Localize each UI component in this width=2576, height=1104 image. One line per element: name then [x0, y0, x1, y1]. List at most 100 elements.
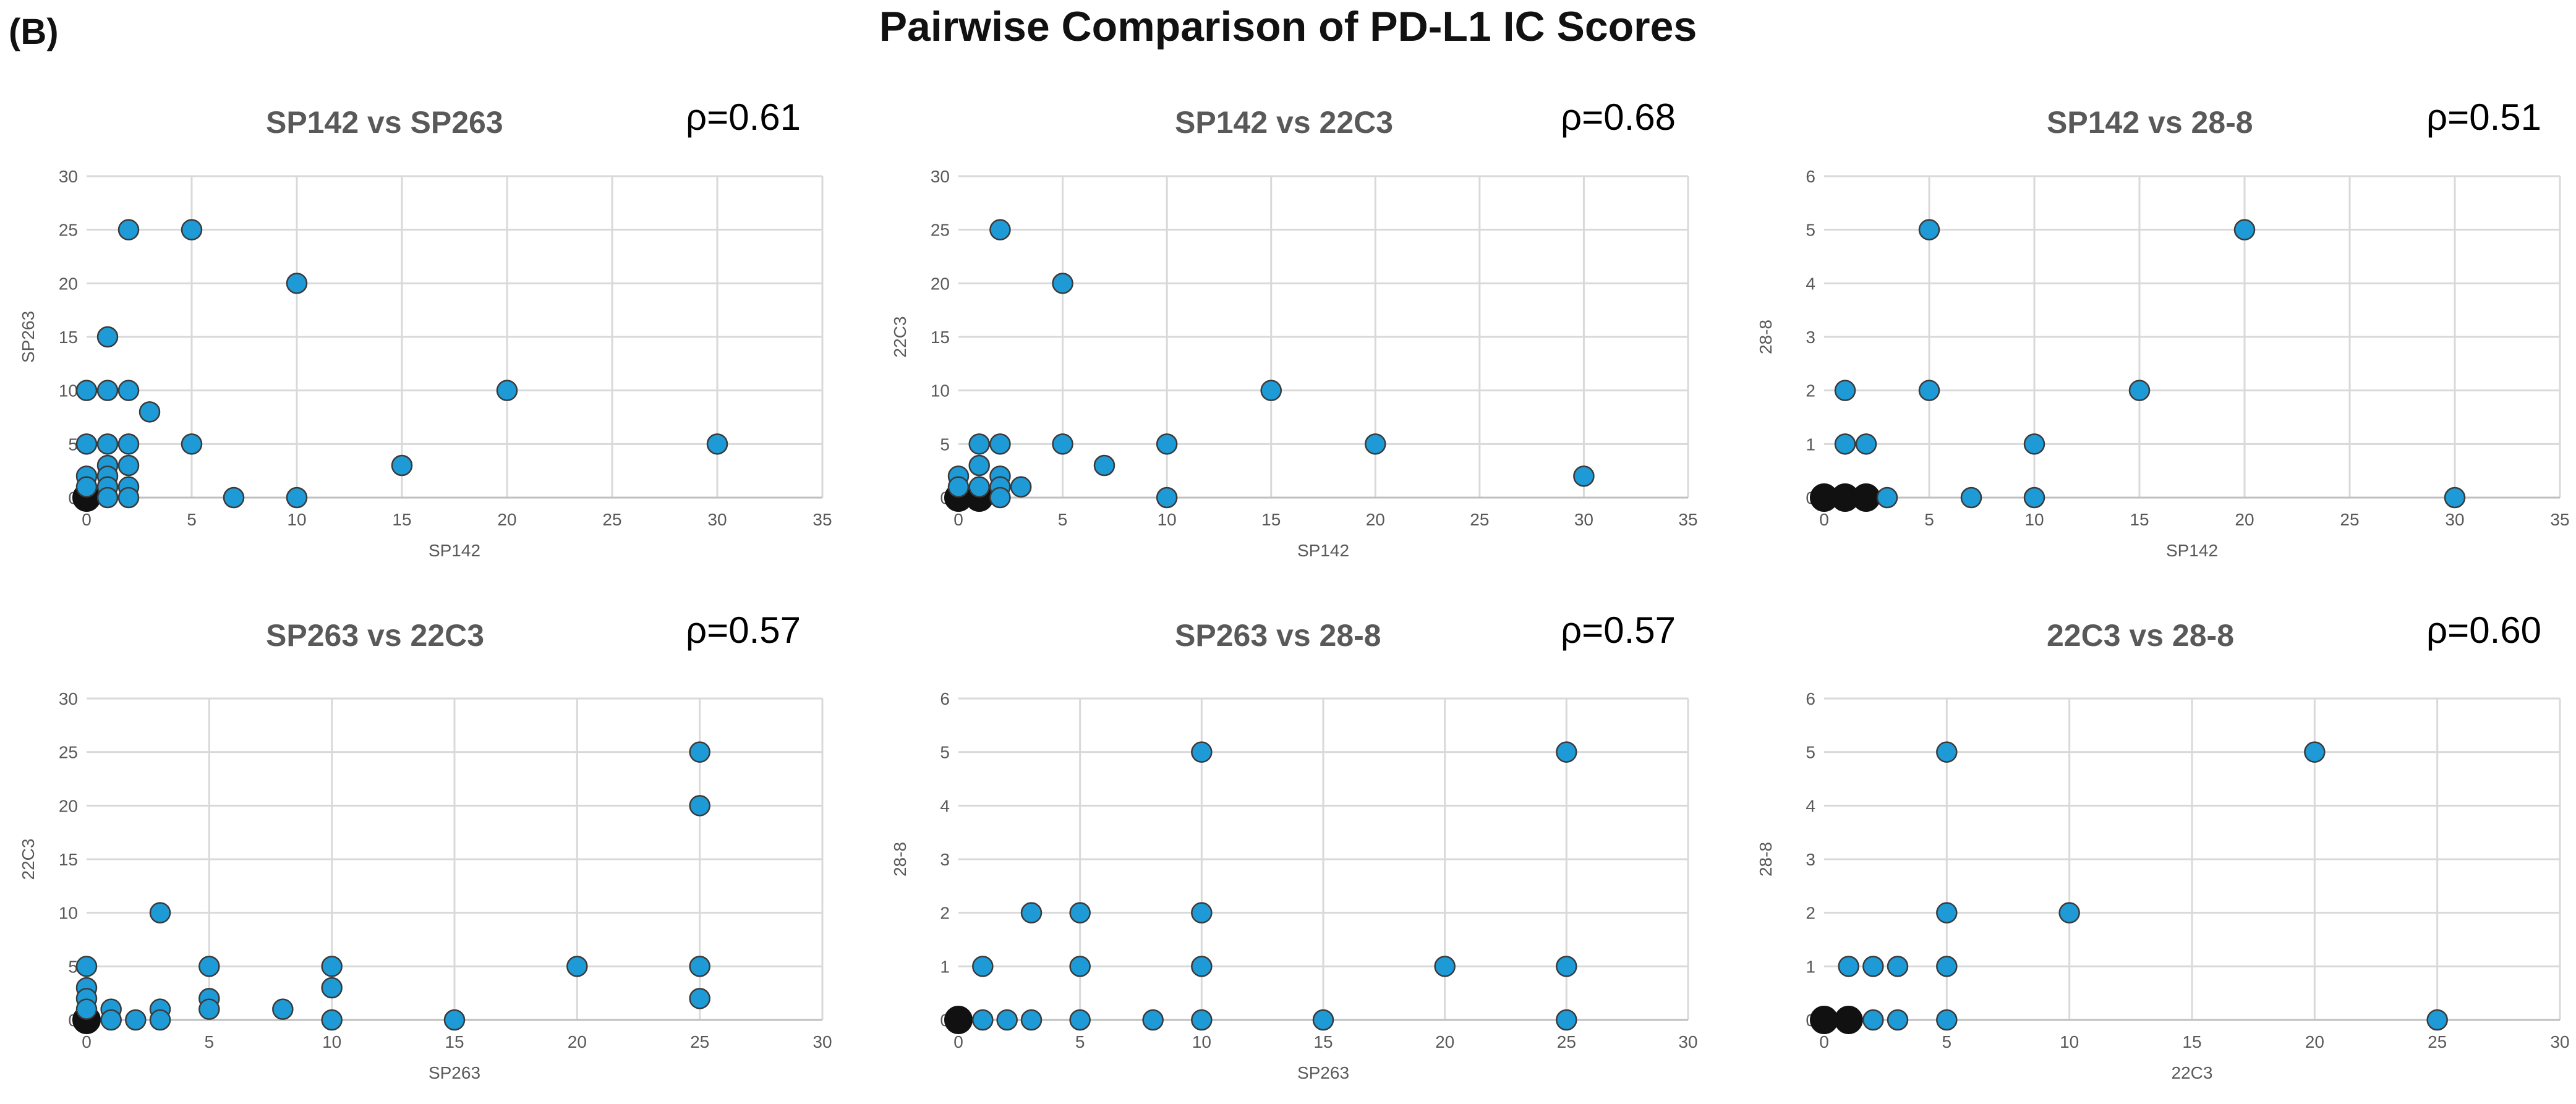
y-tick-label: 30: [931, 167, 950, 186]
data-point: [706, 433, 728, 455]
scatter-panel-4: SP263 vs 22C3ρ=0.57051015202530051015202…: [19, 609, 832, 1082]
data-point: [321, 956, 343, 977]
panel-title: 22C3 vs 28-8: [2047, 618, 2234, 653]
data-point: [117, 486, 140, 509]
data-point: [96, 326, 119, 348]
y-axis-label: 28-8: [890, 842, 910, 877]
panel-title: SP263 vs 22C3: [266, 618, 484, 653]
data-point: [96, 433, 119, 455]
y-tick-label: 20: [59, 796, 78, 815]
data-point: [1020, 1009, 1043, 1031]
data-point: [149, 1009, 171, 1031]
data-point: [1052, 273, 1073, 294]
x-tick-label: 25: [602, 510, 621, 529]
x-tick-label: 10: [2024, 510, 2044, 529]
data-point: [181, 219, 203, 240]
data-point: [117, 433, 140, 455]
data-point: [1191, 1009, 1213, 1031]
data-point: [272, 998, 294, 1020]
data-point: [1918, 380, 1940, 401]
data-point: [1834, 380, 1856, 401]
y-tick-label: 6: [1806, 167, 1815, 186]
data-point: [1312, 1009, 1334, 1031]
panel-title: SP142 vs 28-8: [2047, 105, 2253, 140]
data-point: [996, 1009, 1018, 1031]
x-tick-label: 5: [205, 1032, 215, 1051]
y-axis-label: SP263: [19, 311, 38, 363]
y-tick-label: 20: [59, 274, 78, 293]
data-point: [181, 433, 203, 455]
data-point: [391, 454, 413, 477]
data-point: [1556, 741, 1577, 763]
data-point: [689, 741, 710, 763]
data-point: [2233, 219, 2256, 240]
data-point: [125, 1009, 147, 1031]
rho-value: ρ=0.51: [2426, 96, 2541, 138]
panel-title: SP142 vs 22C3: [1175, 105, 1393, 140]
data-point: [1876, 486, 1898, 509]
y-tick-label: 30: [59, 167, 78, 186]
rho-value: ρ=0.57: [1561, 609, 1676, 651]
data-point: [1834, 433, 1856, 455]
data-point: [2444, 486, 2466, 509]
y-tick-label: 1: [1806, 957, 1815, 976]
data-point: [1069, 956, 1091, 977]
x-tick-label: 0: [953, 510, 963, 529]
x-tick-label: 5: [1075, 1032, 1085, 1051]
x-tick-label: 15: [2130, 510, 2149, 529]
x-tick-label: 5: [187, 510, 197, 529]
data-point: [1936, 902, 1958, 924]
data-point: [1191, 741, 1213, 763]
y-tick-label: 10: [59, 904, 78, 923]
scatter-panel-1: SP142 vs SP263ρ=0.6105101520253005101520…: [19, 96, 832, 560]
x-axis-label: 22C3: [2172, 1063, 2213, 1082]
data-point: [1855, 433, 1877, 455]
x-tick-label: 25: [690, 1032, 709, 1051]
x-tick-label: 0: [1819, 510, 1829, 529]
scatter-panel-3: SP142 vs 28-8ρ=0.51012345605101520253035…: [1756, 96, 2570, 560]
data-point: [947, 476, 970, 498]
data-point: [1434, 956, 1456, 977]
data-point: [1142, 1009, 1164, 1031]
data-point: [75, 433, 98, 455]
data-point: [1010, 476, 1032, 498]
data-point: [139, 401, 161, 423]
data-point: [989, 433, 1011, 455]
scatter-panel-6: 22C3 vs 28-8ρ=0.60012345605101520253022C…: [1756, 609, 2570, 1082]
y-tick-label: 25: [59, 221, 78, 240]
x-tick-label: 30: [707, 510, 727, 529]
data-point: [968, 454, 990, 477]
data-point: [100, 1009, 122, 1031]
data-point: [1936, 741, 1958, 763]
x-tick-label: 5: [1924, 510, 1934, 529]
data-point: [117, 219, 140, 240]
overlap-point: [944, 1006, 973, 1034]
data-point: [689, 795, 710, 817]
data-point: [1020, 902, 1043, 924]
y-tick-label: 5: [940, 743, 950, 762]
rho-value: ρ=0.61: [686, 96, 801, 138]
rho-value: ρ=0.57: [686, 609, 801, 651]
x-axis-label: SP142: [2166, 541, 2218, 560]
data-point: [75, 380, 98, 401]
y-tick-label: 4: [1806, 796, 1815, 815]
y-tick-label: 30: [59, 689, 78, 708]
data-point: [1887, 956, 1909, 977]
y-axis-label: 28-8: [1756, 842, 1775, 877]
y-tick-label: 1: [940, 957, 950, 976]
figure-title: Pairwise Comparison of PD-L1 IC Scores: [879, 3, 1697, 50]
data-point: [1556, 956, 1577, 977]
y-tick-label: 2: [1806, 381, 1815, 401]
x-tick-label: 0: [953, 1032, 963, 1051]
x-tick-label: 30: [2445, 510, 2464, 529]
data-point: [1838, 956, 1859, 977]
x-tick-label: 30: [1574, 510, 1593, 529]
data-point: [989, 486, 1011, 509]
x-tick-label: 20: [1435, 1032, 1454, 1051]
data-point: [2426, 1009, 2448, 1031]
x-tick-label: 20: [497, 510, 516, 529]
data-point: [1260, 380, 1282, 401]
data-point: [1191, 956, 1213, 977]
data-point: [149, 902, 171, 924]
data-point: [968, 476, 990, 498]
